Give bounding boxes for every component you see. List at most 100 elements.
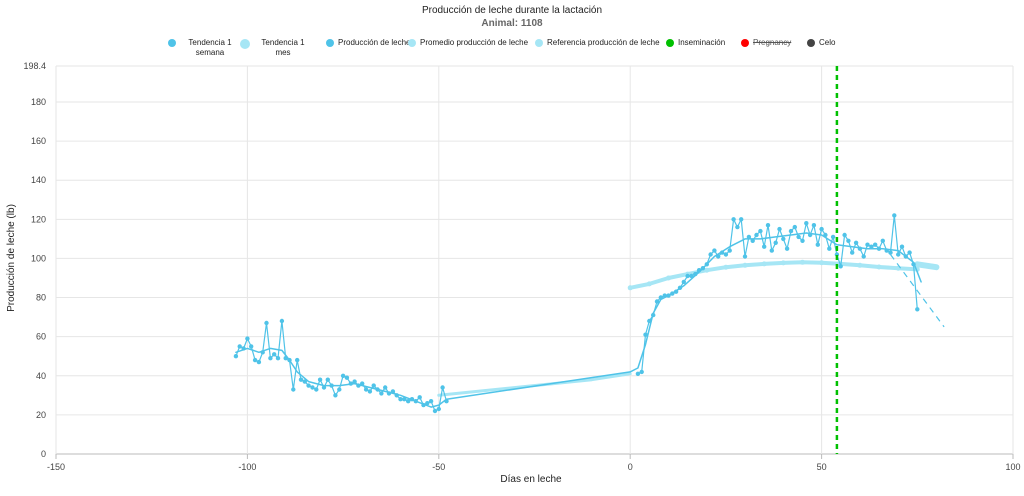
x-tick-label: 0 (628, 462, 633, 472)
produccion-point (298, 377, 304, 382)
legend-item-celo[interactable]: Celo (807, 38, 835, 48)
legend: Tendencia 1 semana Tendencia 1 mes Produ… (0, 38, 1024, 66)
y-tick-label: 100 (31, 253, 46, 263)
produccion-point (739, 217, 744, 222)
series-produccion-line (637, 214, 918, 375)
produccion-point (283, 356, 288, 361)
x-tick-label: -100 (238, 462, 256, 472)
y-tick-label: 80 (36, 293, 46, 303)
produccion-point (314, 387, 319, 392)
y-tick-label: 180 (31, 97, 46, 107)
produccion-point (677, 285, 683, 290)
y-tick-label: 20 (36, 410, 46, 420)
produccion-point (272, 352, 277, 357)
legend-item-inseminacion[interactable]: Inseminación (666, 38, 725, 48)
produccion-point (884, 248, 889, 253)
produccion-point (762, 244, 767, 249)
produccion-point (876, 246, 882, 251)
y-tick-label: 198.4 (23, 61, 46, 71)
produccion-point (853, 240, 859, 245)
series-produccion-line (235, 320, 448, 412)
produccion-point (302, 379, 307, 384)
produccion-point (352, 379, 357, 384)
y-tick-label: 120 (31, 214, 46, 224)
produccion-point (279, 318, 285, 324)
produccion-point (696, 268, 702, 273)
legend-dot-icon (535, 39, 543, 47)
legend-item-tendencia-semana[interactable]: Tendencia 1 semana (168, 38, 240, 58)
legend-item-tendencia-mes[interactable]: Tendencia 1 mes (240, 38, 312, 58)
produccion-point (658, 295, 663, 300)
produccion-point (689, 273, 694, 279)
produccion-point (773, 240, 778, 245)
y-tick-label: 0 (41, 449, 46, 459)
produccion-point (421, 402, 426, 408)
produccion-point (804, 221, 809, 226)
produccion-point (673, 289, 679, 294)
produccion-point (367, 389, 373, 394)
produccion-point (643, 332, 648, 337)
produccion-point (693, 271, 698, 277)
x-tick-label: 100 (1005, 462, 1020, 472)
produccion-point (666, 293, 671, 298)
produccion-point (873, 242, 878, 247)
legend-item-pregnancy[interactable]: Pregnancy (741, 38, 791, 48)
promedio-point (646, 281, 652, 287)
produccion-point (731, 217, 736, 222)
produccion-point (742, 254, 748, 259)
series-tendencia-mes-line (437, 372, 632, 397)
produccion-point (754, 232, 759, 238)
produccion-point (723, 252, 729, 257)
produccion-point (436, 406, 441, 412)
produccion-point (237, 344, 242, 349)
legend-dot-icon (741, 39, 749, 47)
produccion-point (700, 266, 706, 271)
x-tick-label: -150 (47, 462, 65, 472)
produccion-point (704, 262, 709, 267)
promedio-point (742, 262, 748, 268)
produccion-point (777, 226, 782, 232)
produccion-point (432, 408, 438, 414)
produccion-point (796, 234, 801, 240)
produccion-point (417, 395, 422, 400)
produccion-point (275, 356, 281, 361)
produccion-point (252, 357, 258, 363)
produccion-point (758, 228, 763, 234)
produccion-point (811, 223, 817, 228)
produccion-point (233, 354, 239, 359)
series-referencia-line (914, 261, 940, 271)
produccion-point (716, 254, 721, 259)
produccion-point (662, 293, 667, 298)
y-tick-label: 140 (31, 175, 46, 185)
produccion-point (383, 385, 388, 390)
x-axis-label: Días en leche (500, 474, 562, 485)
legend-item-promedio[interactable]: Promedio producción de leche (408, 38, 528, 48)
legend-item-referencia[interactable]: Referencia producción de leche (535, 38, 660, 48)
y-tick-label: 40 (36, 371, 46, 381)
series-promedio-line (628, 260, 920, 290)
legend-dot-icon (326, 39, 334, 47)
legend-dot-icon (807, 39, 815, 47)
y-tick-label: 160 (31, 136, 46, 146)
produccion-point (907, 250, 912, 255)
produccion-point (249, 344, 254, 349)
legend-item-produccion[interactable]: Producción de leche (326, 38, 411, 48)
produccion-point (892, 213, 897, 218)
chart-title: Producción de leche durante la lactación (421, 5, 603, 16)
y-axis-label: Producción de leche (lb) (6, 204, 17, 312)
produccion-point (291, 387, 296, 392)
produccion-point (325, 377, 330, 382)
produccion-point (398, 397, 403, 402)
produccion-point (830, 234, 836, 240)
legend-dot-icon (408, 39, 416, 47)
produccion-point (685, 273, 690, 279)
produccion-point (295, 357, 300, 363)
produccion-point (409, 397, 415, 402)
produccion-point (264, 320, 269, 326)
produccion-point (681, 279, 686, 285)
produccion-point (425, 401, 430, 406)
produccion-point (903, 254, 908, 259)
produccion-point (746, 234, 752, 240)
produccion-point (444, 399, 449, 404)
produccion-point (896, 252, 901, 257)
